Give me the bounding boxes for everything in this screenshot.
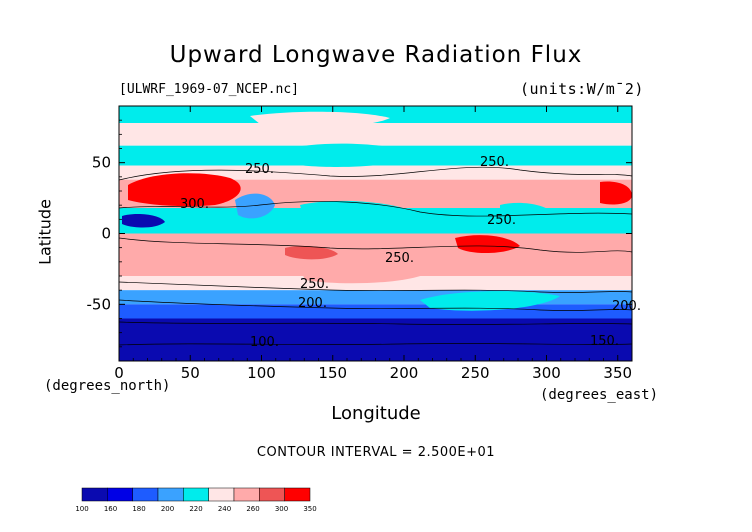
heatmap-band bbox=[119, 106, 632, 123]
contour-label: 250. bbox=[245, 162, 274, 177]
colorbar: 100 160 180 200 220 240 260 300 350 bbox=[75, 487, 317, 513]
hot-region-sam bbox=[455, 235, 520, 254]
y-axis-ticks: -50 0 50 bbox=[87, 119, 632, 348]
white-region-npac bbox=[440, 125, 600, 142]
colorbar-swatch bbox=[183, 487, 209, 502]
colorbar-swatch bbox=[208, 487, 235, 502]
chart-title: Upward Longwave Radiation Flux bbox=[169, 42, 583, 68]
white-region-north bbox=[250, 111, 390, 128]
x-tick-label: 0 bbox=[114, 364, 124, 382]
contour-labels: 250. 300. 250. 250. 250. 250. 200. 200. 150. 100. bbox=[180, 155, 641, 350]
heatmap-band bbox=[119, 304, 632, 319]
colorbar-label: 220 bbox=[189, 505, 202, 513]
contour-label: 100. bbox=[250, 335, 279, 350]
x-tick-label: 300 bbox=[532, 364, 561, 382]
colorbar-label: 100 bbox=[75, 505, 88, 513]
y-axis-units: (degrees_north) bbox=[44, 378, 171, 394]
contour-lines bbox=[119, 166, 632, 346]
colorbar-swatch bbox=[259, 487, 285, 502]
contour-label: 200. bbox=[298, 296, 327, 311]
x-axis-ticks: 0 50 100 150 200 250 300 350 bbox=[114, 106, 632, 382]
contour-label: 250. bbox=[487, 213, 516, 228]
contour-label: 250. bbox=[300, 277, 329, 292]
x-axis-units: (degrees_east) bbox=[540, 387, 659, 403]
colorbar-swatch bbox=[284, 487, 311, 502]
x-axis-label: Longitude bbox=[331, 403, 421, 424]
file-label: [ULWRF_1969-07_NCEP.nc] bbox=[119, 82, 300, 97]
cyan-region-2 bbox=[300, 200, 410, 226]
y-tick-label: -50 bbox=[87, 295, 112, 313]
y-tick-label: 0 bbox=[101, 225, 111, 243]
contour-label: 300. bbox=[180, 197, 209, 212]
x-tick-label: 100 bbox=[247, 364, 276, 382]
x-tick-label: 350 bbox=[603, 364, 632, 382]
x-tick-label: 250 bbox=[461, 364, 490, 382]
heatmap-band bbox=[119, 276, 632, 291]
units-label: (units:W/m¯2) bbox=[520, 80, 644, 98]
heatmap-band bbox=[119, 318, 632, 361]
cyan-region-3 bbox=[500, 202, 555, 221]
contour-line bbox=[119, 299, 632, 311]
colorbar-label: 200 bbox=[161, 505, 174, 513]
colorbar-swatch bbox=[233, 487, 260, 502]
colorbar-label: 180 bbox=[132, 505, 145, 513]
x-tick-label: 150 bbox=[318, 364, 347, 382]
contour-interval-label: CONTOUR INTERVAL = 2.500E+01 bbox=[256, 445, 496, 460]
colorbar-label: 240 bbox=[218, 505, 231, 513]
contour-line bbox=[119, 321, 632, 325]
cyan-region-4 bbox=[420, 291, 560, 311]
colorbar-label: 160 bbox=[104, 505, 117, 513]
colorbar-swatch bbox=[107, 487, 133, 502]
pink-region-pacific bbox=[300, 264, 430, 284]
colorbar-label: 350 bbox=[303, 505, 316, 513]
cyan-region-1 bbox=[280, 143, 420, 167]
contour-label: 200. bbox=[612, 299, 641, 314]
colorbar-swatch bbox=[157, 487, 184, 502]
contour-label: 150. bbox=[590, 334, 619, 349]
heatmap-features bbox=[122, 111, 632, 311]
colorbar-swatch bbox=[132, 487, 159, 502]
contour-line bbox=[119, 237, 632, 253]
contour-label: 250. bbox=[385, 251, 414, 266]
contour-line bbox=[119, 343, 632, 346]
contour-line bbox=[119, 201, 632, 217]
heat-region-asia bbox=[600, 181, 632, 205]
hot-region-sa bbox=[285, 246, 338, 260]
cold-region-tibet bbox=[235, 193, 275, 219]
y-tick-label: 50 bbox=[92, 154, 111, 172]
heat-region-africa bbox=[128, 173, 241, 207]
contour-line bbox=[119, 281, 632, 293]
colorbar-label: 260 bbox=[246, 505, 259, 513]
heatmap-bands bbox=[119, 106, 632, 361]
heatmap-band bbox=[119, 165, 632, 180]
x-tick-label: 200 bbox=[390, 364, 419, 382]
contour-line bbox=[119, 166, 632, 181]
colorbar-swatch bbox=[81, 487, 108, 502]
contour-label: 250. bbox=[480, 155, 509, 170]
cold-region-maritime bbox=[122, 214, 165, 228]
x-tick-label: 50 bbox=[181, 364, 200, 382]
colorbar-label: 300 bbox=[275, 505, 288, 513]
